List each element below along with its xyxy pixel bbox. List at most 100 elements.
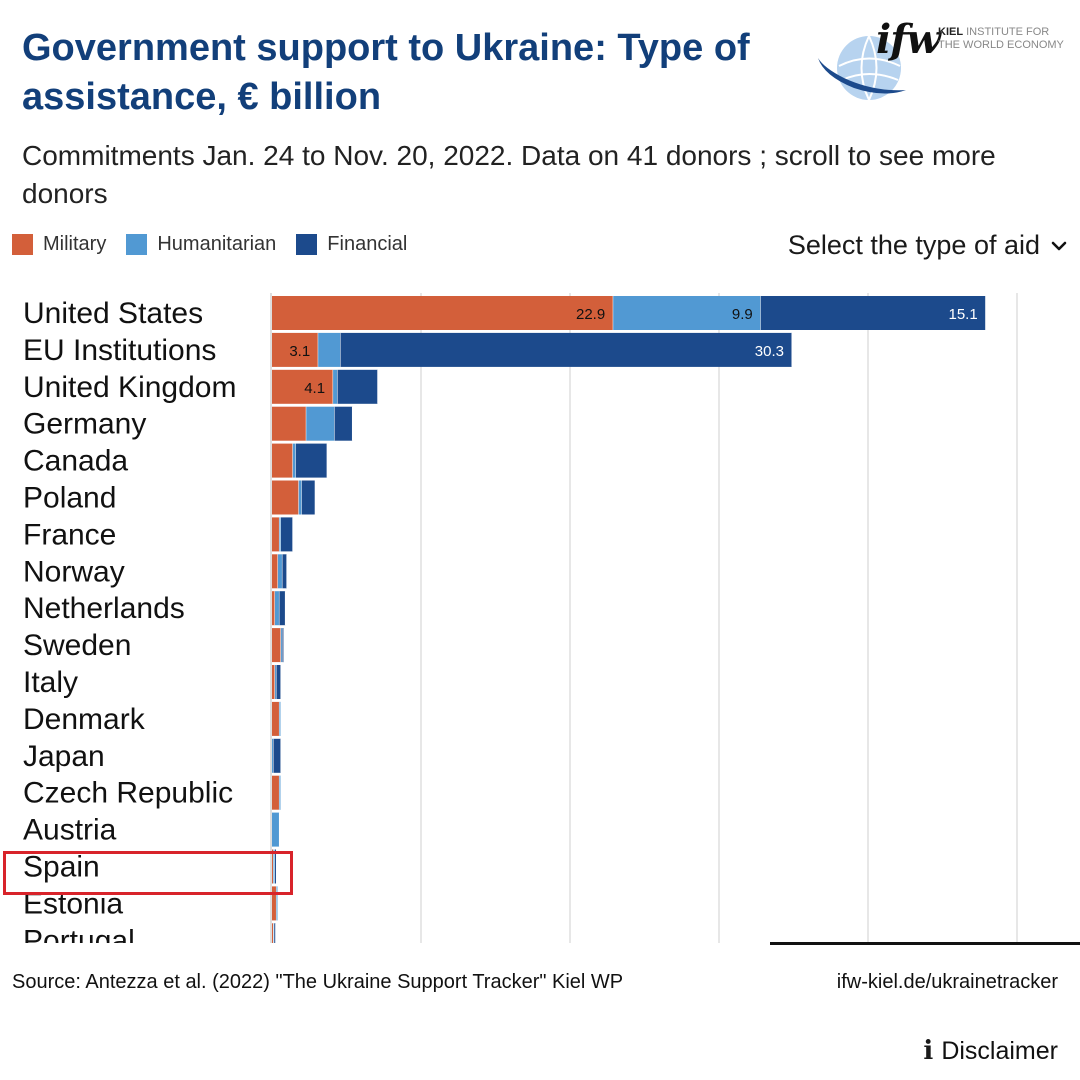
bar-czech-republic-military[interactable] — [272, 775, 280, 810]
bar-canada-military[interactable] — [272, 443, 293, 478]
country-label-japan[interactable]: Japan — [23, 740, 105, 773]
bar-poland-humanitarian[interactable] — [298, 480, 302, 515]
bar-germany-military[interactable] — [272, 406, 307, 441]
bar-italy-humanitarian[interactable] — [274, 665, 277, 699]
bar-united-states-military[interactable] — [272, 296, 614, 330]
data-label-united-kingdom-military: 4.1 — [304, 380, 325, 397]
country-label-austria[interactable]: Austria — [23, 814, 117, 847]
country-label-czech-republic[interactable]: Czech Republic — [23, 777, 233, 810]
bar-germany-humanitarian[interactable] — [306, 406, 335, 441]
logo-tagline-1: KIEL INSTITUTE FOR — [938, 26, 1049, 38]
bar-poland-financial[interactable] — [301, 480, 316, 515]
bar-eu-institutions-financial[interactable] — [340, 332, 793, 367]
divider — [770, 942, 1080, 945]
logo-tagline-2: THE WORLD ECONOMY — [938, 39, 1064, 51]
bar-france-military[interactable] — [272, 517, 280, 552]
bar-netherlands-humanitarian[interactable] — [274, 591, 280, 626]
bar-eu-institutions-military[interactable] — [272, 332, 319, 367]
bar-austria-humanitarian[interactable] — [272, 812, 280, 847]
bar-canada-financial[interactable] — [295, 443, 328, 478]
bar-japan-financial[interactable] — [273, 738, 281, 773]
bar-portugal-military[interactable] — [272, 923, 274, 943]
info-icon: i — [923, 1036, 934, 1066]
bar-eu-institutions-humanitarian[interactable] — [318, 332, 341, 367]
bar-united-kingdom-military[interactable] — [272, 369, 334, 404]
country-label-sweden[interactable]: Sweden — [23, 629, 131, 662]
country-label-canada[interactable]: Canada — [23, 445, 128, 478]
bar-italy-military[interactable] — [272, 665, 275, 699]
country-label-france[interactable]: France — [23, 518, 116, 551]
disclaimer-button[interactable]: i Disclaimer — [923, 1036, 1058, 1066]
bar-chart-svg: United States 22.9 9.9 15.1 EU Institutions 3… — [23, 293, 1018, 943]
data-label-united-states-financial: 15.1 — [949, 306, 978, 323]
disclaimer-label: Disclaimer — [941, 1036, 1058, 1065]
bar-norway-humanitarian[interactable] — [277, 554, 283, 589]
bar-denmark-military[interactable] — [272, 701, 280, 736]
country-label-eu-institutions[interactable]: EU Institutions — [23, 334, 216, 367]
bar-france-humanitarian[interactable] — [279, 517, 281, 552]
bar-denmark-humanitarian[interactable] — [279, 701, 281, 736]
data-label-eu-institutions-financial: 30.3 — [755, 343, 784, 360]
bar-france-financial[interactable] — [280, 517, 293, 552]
bar-chart[interactable]: United States 22.9 9.9 15.1 EU Institutions 3… — [0, 283, 1080, 943]
legend-item-humanitarian[interactable]: Humanitarian — [126, 233, 276, 256]
bar-sweden-military[interactable] — [272, 628, 281, 663]
country-label-netherlands[interactable]: Netherlands — [23, 592, 185, 625]
bar-united-kingdom-humanitarian[interactable] — [333, 369, 338, 404]
bar-estonia-military[interactable] — [272, 886, 277, 921]
country-label-spain[interactable]: Spain — [23, 851, 100, 884]
country-label-denmark[interactable]: Denmark — [23, 703, 146, 736]
spain-highlight-box — [3, 851, 293, 895]
chevron-down-icon — [1051, 241, 1067, 250]
chart-title: Government support to Ukraine: Type of a… — [22, 27, 750, 118]
logo-tagline-bold: KIEL — [938, 26, 964, 38]
country-label-portugal[interactable]: Portugal — [23, 924, 135, 943]
tracker-link[interactable]: ifw-kiel.de/ukrainetracker — [836, 971, 1058, 993]
country-label-united-kingdom[interactable]: United Kingdom — [23, 371, 236, 404]
bar-sweden-humanitarian[interactable] — [280, 628, 283, 663]
country-label-norway[interactable]: Norway — [23, 555, 125, 588]
country-label-poland[interactable]: Poland — [23, 482, 116, 515]
bar-spain-financial[interactable] — [274, 849, 277, 884]
country-label-united-states[interactable]: United States — [23, 297, 203, 330]
bar-united-kingdom-financial[interactable] — [337, 369, 378, 404]
legend-label-financial: Financial — [327, 233, 408, 255]
bar-estonia-humanitarian[interactable] — [276, 886, 278, 921]
bar-united-states-humanitarian[interactable] — [613, 296, 761, 330]
legend-swatch-military — [12, 234, 33, 255]
bar-germany-financial[interactable] — [334, 406, 353, 441]
bar-japan-humanitarian[interactable] — [272, 738, 274, 773]
legend-swatch-financial — [296, 234, 318, 255]
legend-label-military: Military — [43, 233, 107, 255]
data-label-united-states-military: 22.9 — [576, 306, 605, 323]
bar-sweden-financial[interactable] — [282, 628, 284, 663]
bar-spain-humanitarian[interactable] — [273, 849, 275, 884]
bar-netherlands-military[interactable] — [272, 591, 275, 626]
aid-type-dropdown[interactable]: Select the type of aid — [788, 230, 1068, 261]
legend: Military Humanitarian Financial — [12, 233, 427, 256]
globe-icon — [818, 35, 906, 101]
bar-united-states-financial[interactable] — [760, 296, 986, 330]
aid-type-dropdown-label: Select the type of aid — [787, 230, 1040, 260]
data-label-united-states-humanitarian: 9.9 — [732, 306, 753, 323]
ifw-logo[interactable]: ifw KIEL INSTITUTE FOR THE WORLD ECONOMY — [814, 16, 1064, 106]
bar-portugal-financial[interactable] — [274, 923, 276, 943]
bar-czech-republic-humanitarian[interactable] — [279, 775, 281, 810]
bar-italy-financial[interactable] — [276, 665, 281, 699]
legend-item-military[interactable]: Military — [12, 233, 106, 256]
legend-swatch-humanitarian — [126, 234, 148, 255]
bar-netherlands-financial[interactable] — [279, 591, 286, 626]
country-label-italy[interactable]: Italy — [23, 666, 78, 699]
bar-poland-military[interactable] — [272, 480, 299, 515]
bar-norway-military[interactable] — [272, 554, 278, 589]
legend-label-humanitarian: Humanitarian — [157, 233, 277, 255]
data-label-eu-institutions-military: 3.1 — [289, 343, 310, 360]
bar-spain-military[interactable] — [272, 849, 274, 884]
logo-tagline-rest: INSTITUTE FOR — [963, 26, 1050, 38]
bar-canada-humanitarian[interactable] — [292, 443, 296, 478]
chart-subtitle: Commitments Jan. 24 to Nov. 20, 2022. Da… — [22, 140, 996, 209]
logo-brand: ifw — [876, 16, 941, 63]
country-label-germany[interactable]: Germany — [23, 408, 146, 441]
legend-item-financial[interactable]: Financial — [296, 233, 407, 256]
bar-norway-financial[interactable] — [282, 554, 287, 589]
